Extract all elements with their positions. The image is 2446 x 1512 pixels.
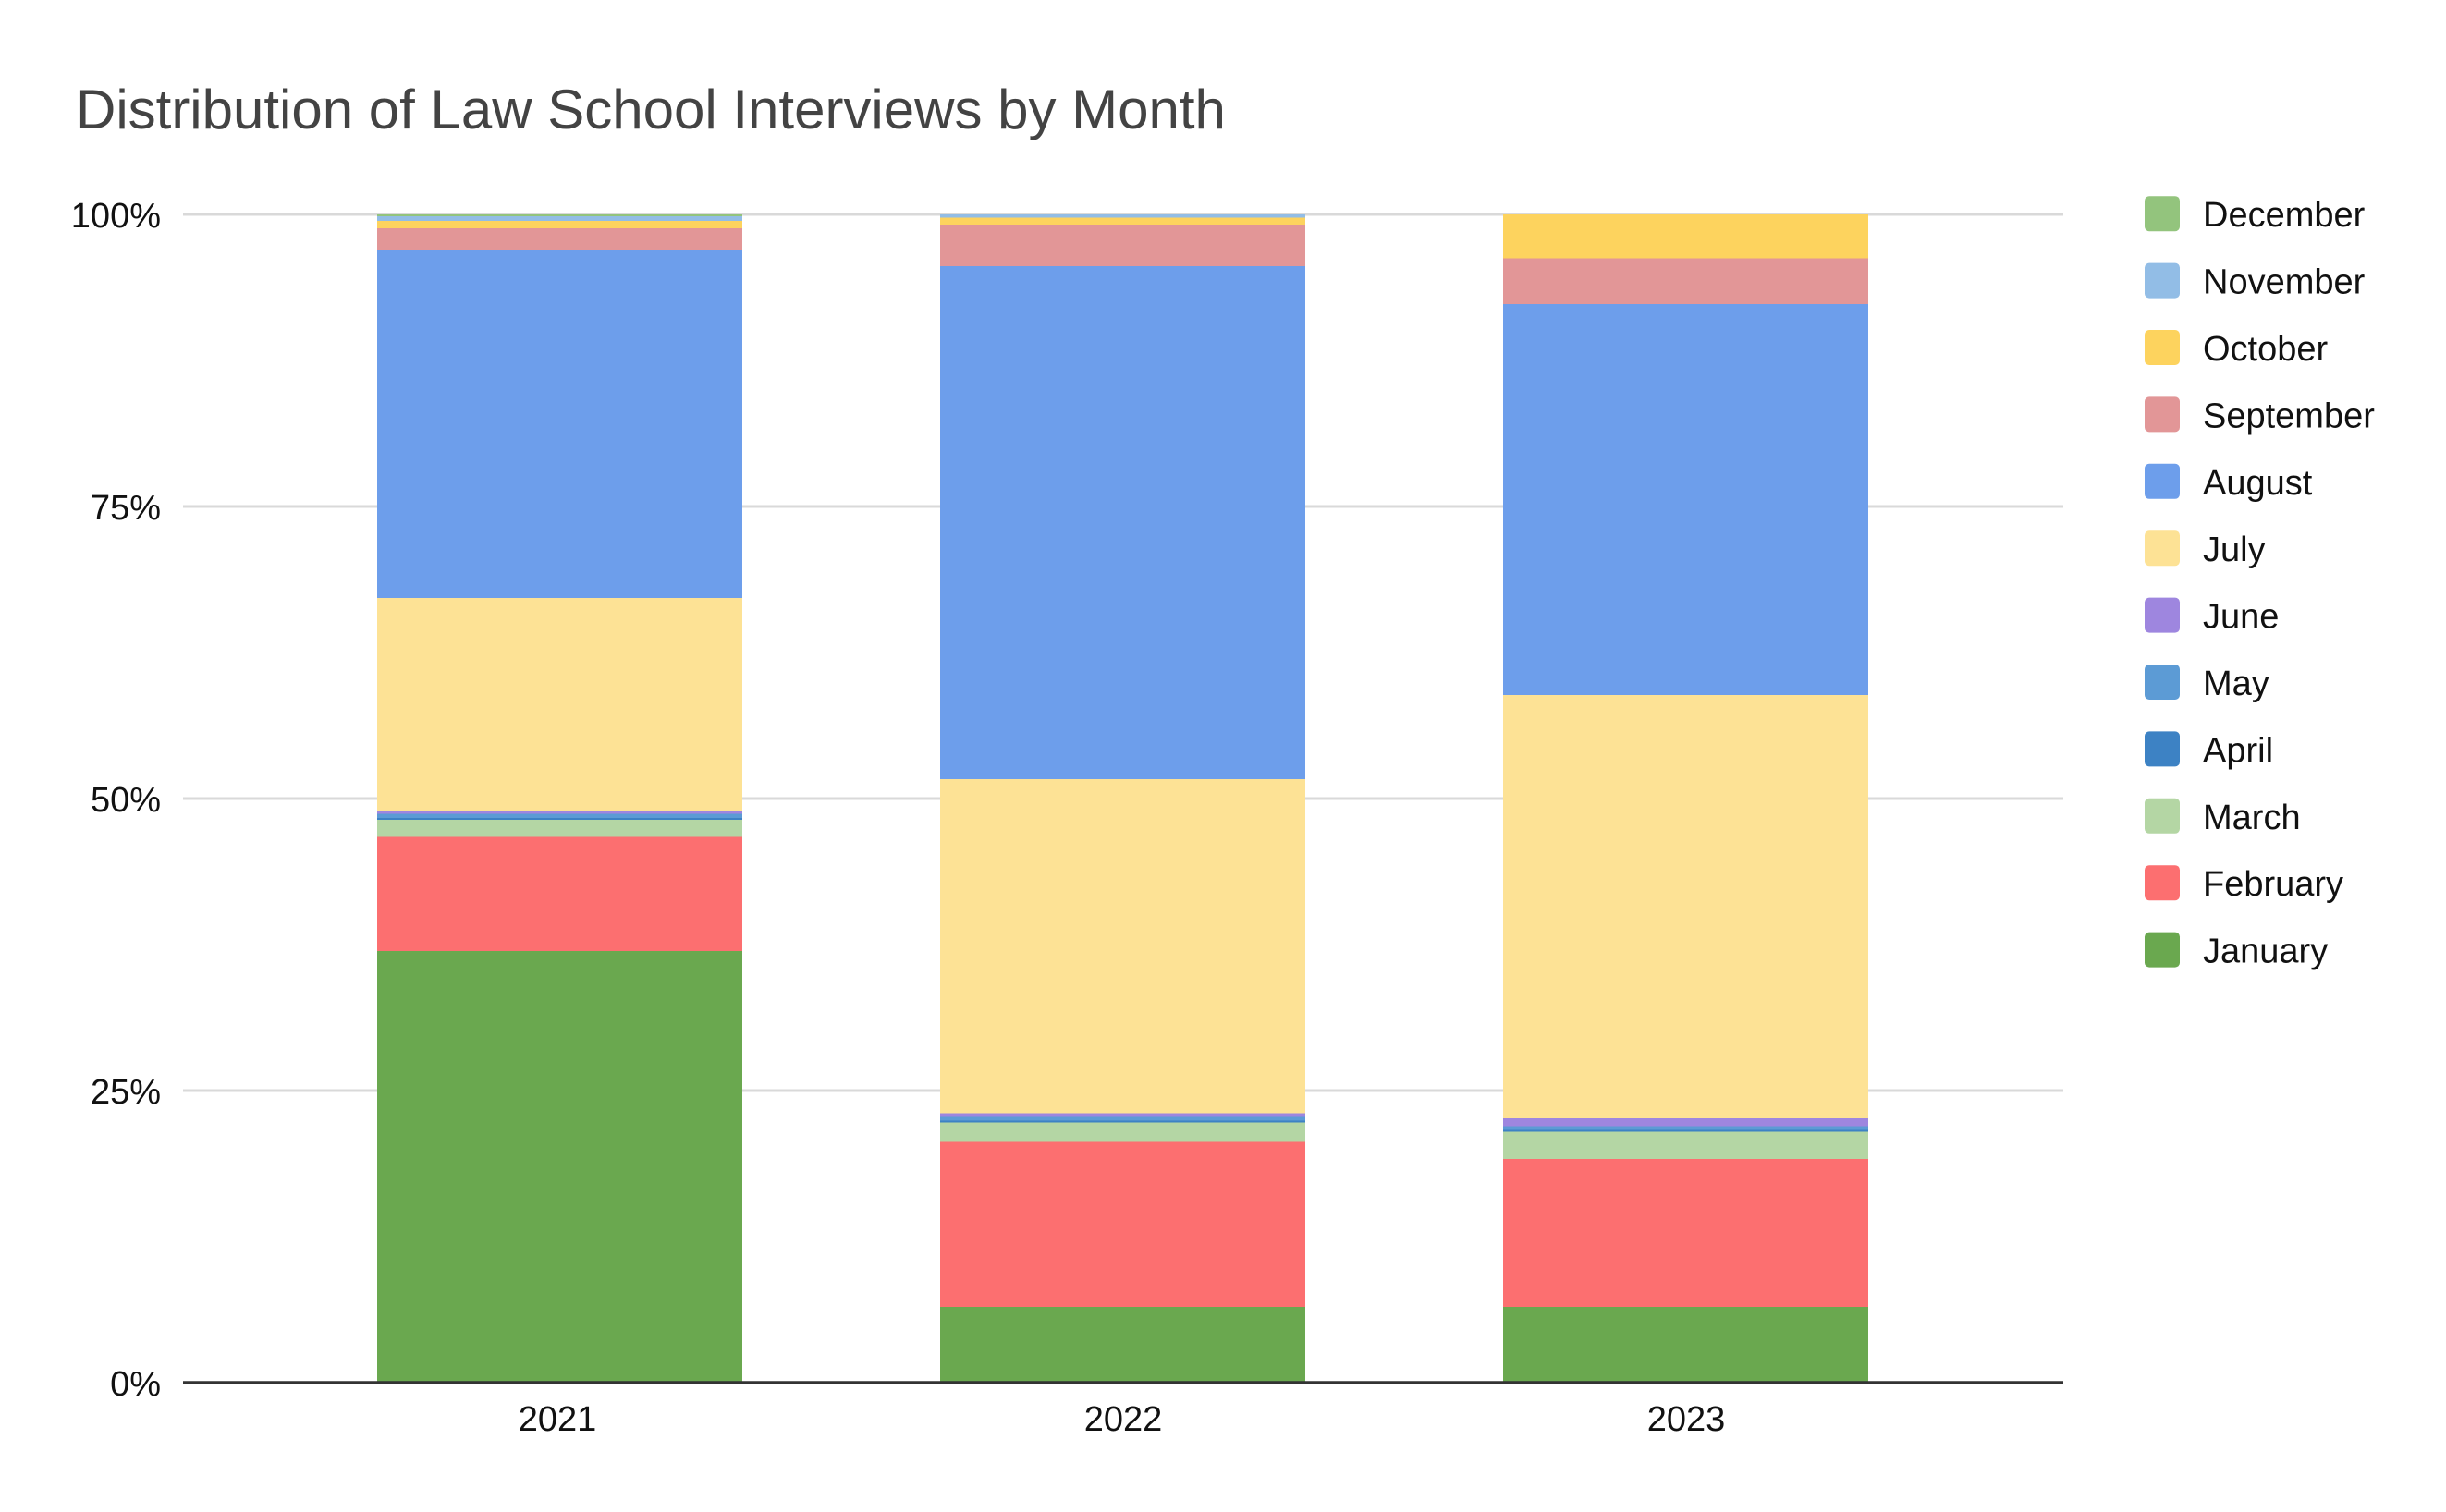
svg-text:2022: 2022 xyxy=(1084,1400,1163,1439)
svg-text:50%: 50% xyxy=(91,781,161,820)
svg-text:March: March xyxy=(2203,799,2301,837)
svg-text:25%: 25% xyxy=(91,1073,161,1112)
svg-text:2021: 2021 xyxy=(519,1400,597,1439)
svg-text:Distribution of Law School Int: Distribution of Law School Interviews by… xyxy=(76,79,1226,140)
svg-text:July: July xyxy=(2203,530,2266,569)
svg-text:August: August xyxy=(2203,464,2313,503)
svg-text:June: June xyxy=(2203,598,2279,637)
svg-text:2023: 2023 xyxy=(1647,1400,1726,1439)
svg-text:75%: 75% xyxy=(91,489,161,528)
svg-text:100%: 100% xyxy=(71,197,161,236)
svg-text:September: September xyxy=(2203,396,2375,435)
svg-text:February: February xyxy=(2203,865,2343,904)
svg-text:April: April xyxy=(2203,731,2273,770)
svg-text:January: January xyxy=(2203,933,2328,971)
svg-text:0%: 0% xyxy=(110,1365,161,1404)
svg-text:May: May xyxy=(2203,665,2269,703)
svg-text:November: November xyxy=(2203,263,2366,302)
svg-text:October: October xyxy=(2203,330,2329,369)
svg-text:December: December xyxy=(2203,196,2366,235)
